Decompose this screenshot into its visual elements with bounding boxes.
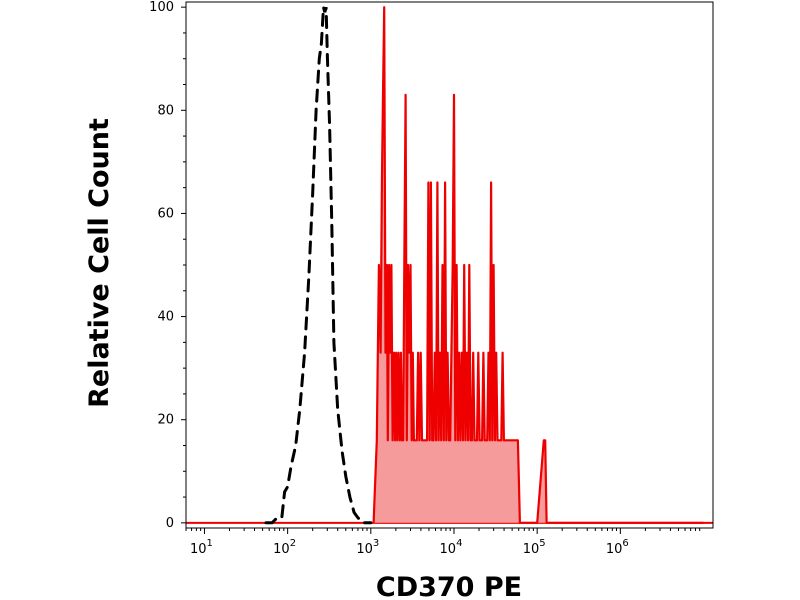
y-tick-label: 100 bbox=[149, 0, 174, 15]
x-tick-label: 105 bbox=[523, 538, 546, 557]
x-tick-label: 103 bbox=[356, 538, 379, 557]
ticks-layer: 0 20 40 60 80 100 101 102 103 104 105 106 bbox=[149, 0, 701, 557]
x-tick-label: 101 bbox=[190, 538, 213, 557]
x-axis-label: CD370 PE bbox=[376, 572, 522, 600]
y-axis-label: Relative Cell Count bbox=[84, 118, 115, 408]
x-tick-label: 102 bbox=[273, 538, 296, 557]
x-tick-label: 106 bbox=[606, 538, 629, 557]
series-layer bbox=[186, 6, 713, 525]
control-histogram-line bbox=[264, 6, 373, 525]
y-tick-label: 40 bbox=[157, 310, 174, 325]
y-tick-label: 60 bbox=[157, 206, 174, 221]
y-tick-label: 80 bbox=[157, 103, 174, 118]
y-tick-label: 20 bbox=[157, 413, 174, 428]
x-tick-label: 104 bbox=[440, 538, 463, 557]
y-tick-label: 0 bbox=[166, 516, 174, 531]
sample-histogram-line bbox=[372, 6, 704, 524]
